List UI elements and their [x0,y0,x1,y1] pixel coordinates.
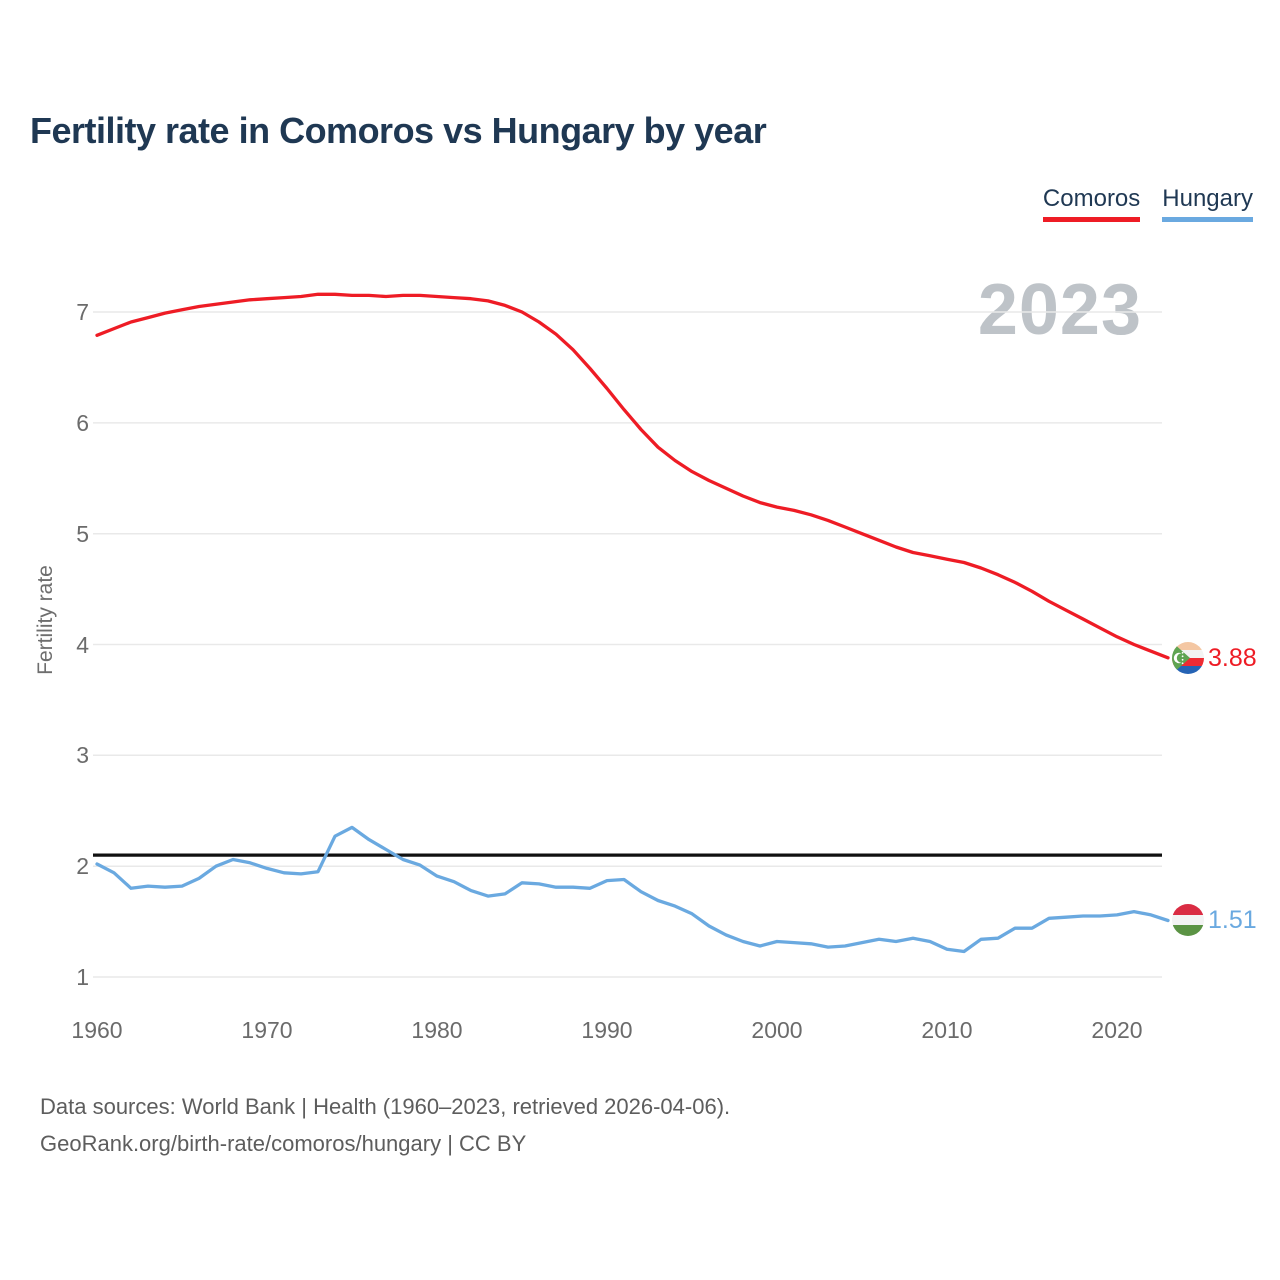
comoros-flag-icon [1172,641,1204,674]
watermark-year: 2023 [977,270,1142,350]
x-tick-label: 1990 [581,1017,633,1043]
footer-sources-line: Data sources: World Bank | Health (1960–… [40,1094,731,1119]
legend: Comoros Hungary [1042,185,1253,222]
chart-title: Fertility rate in Comoros vs Hungary by … [30,110,767,151]
x-tick-label: 1960 [71,1017,123,1043]
legend-label-hungary: Hungary [1162,185,1253,212]
y-tick-label: 7 [76,299,89,326]
y-tick-label: 3 [76,742,89,769]
hungary-line [95,825,1170,954]
legend-label-comoros: Comoros [1042,185,1141,212]
legend-underline-comoros [1042,217,1141,222]
y-tick-label: 4 [76,631,89,658]
comoros-line [95,292,1170,660]
footer-attribution-line: GeoRank.org/birth-rate/comoros/hungary |… [40,1131,527,1156]
y-tick-label: 1 [76,964,89,990]
x-tick-label: 1970 [241,1017,293,1043]
legend-underline-hungary [1162,217,1253,222]
x-tick-label: 2000 [751,1017,803,1043]
y-tick-label: 5 [76,520,89,547]
x-tick-label: 2010 [921,1017,973,1043]
footer: Data sources: World Bank | Health (1960–… [40,1088,730,1162]
legend-item-hungary[interactable]: Hungary [1162,185,1253,222]
legend-item-comoros[interactable]: Comoros [1042,185,1141,222]
comoros-end-value: 3.88 [1208,643,1257,672]
hungary-flag-icon [1172,904,1204,937]
hungary-end-value: 1.51 [1208,906,1257,935]
y-tick-label: 6 [76,409,89,436]
x-tick-label: 1980 [411,1017,463,1043]
x-tick-label: 2020 [1091,1017,1143,1043]
y-tick-label: 2 [76,853,89,880]
y-axis-title: Fertility rate [34,565,57,675]
